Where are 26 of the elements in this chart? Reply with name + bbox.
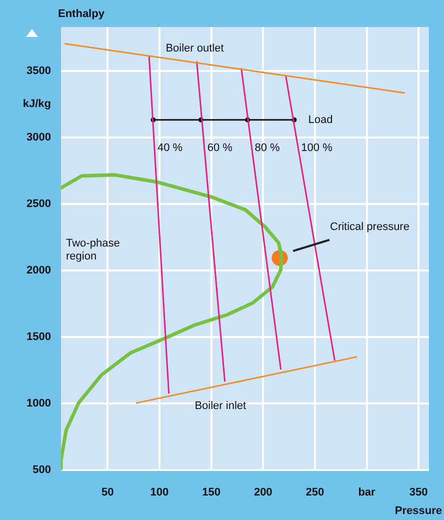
y-tick-label: 3500 [26,64,51,77]
x-axis-title: Pressure [394,505,442,518]
y-tick-label: 3000 [26,131,51,144]
y-tick-label: kJ/kg [22,98,51,110]
y-tick-label: 2500 [26,198,51,210]
x-tick-label: 350 [409,486,428,499]
x-tick-label: 50 [102,486,114,499]
annotation: 60 % [207,142,233,154]
y-tick-label: 500 [32,464,51,476]
x-tick-label: 100 [150,486,169,499]
annotation: 100 % [301,142,333,154]
x-tick-label: 200 [254,486,272,499]
annotation: 80 % [254,142,280,154]
y-axis-title: Enthalpy [58,8,106,20]
x-tick-label: 150 [202,486,220,499]
y-tick-label: 1500 [26,331,51,343]
annotation: Boiler inlet [194,400,246,412]
x-tick-label: 250 [306,486,324,499]
annotation: 40 % [157,142,183,154]
annotation: Load [308,114,333,126]
annotation: Two-phase region [66,238,120,263]
y-tick-label: 2000 [26,264,51,276]
annotation: Critical pressure [330,221,410,234]
y-tick-label: 1000 [26,398,51,410]
annotation: Boiler outlet [166,42,224,54]
x-tick-label: bar [358,486,376,499]
